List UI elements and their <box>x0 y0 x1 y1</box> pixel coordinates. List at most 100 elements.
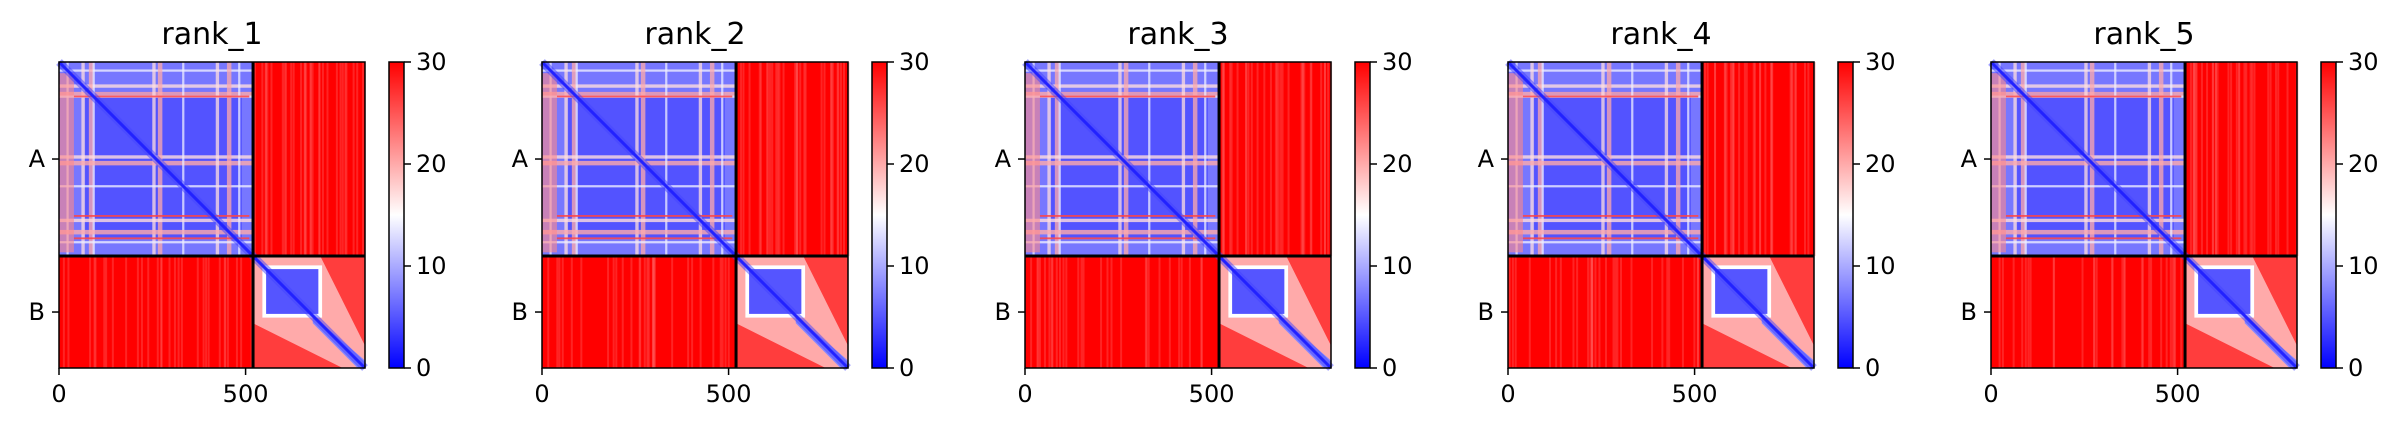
colorbar-tick-label: 20 <box>2348 150 2379 178</box>
off-diag-streak <box>160 256 163 368</box>
off-diag-streak <box>318 62 321 257</box>
off-diag-streak <box>1620 256 1623 368</box>
block-a-row-stripe <box>1991 91 2186 97</box>
off-diag-streak <box>156 256 159 368</box>
block-a-col-stripe <box>238 62 241 257</box>
off-diag-streak <box>2238 62 2241 257</box>
colorbar-tick-label: 30 <box>1865 48 1896 76</box>
panel-title: rank_1 <box>161 17 262 52</box>
colorbar-tick-label: 10 <box>899 252 930 280</box>
off-diag-streak <box>2251 62 2254 257</box>
off-diag-streak <box>345 62 348 257</box>
block-a-red-row <box>1039 237 1216 240</box>
off-diag-streak <box>1200 256 1203 368</box>
block-a-left-band <box>59 73 74 253</box>
block-a-red-row <box>1039 95 1216 98</box>
heat-diagonal-halo <box>56 59 368 371</box>
off-diag-streak <box>180 256 183 368</box>
off-diag-streak <box>1612 256 1615 368</box>
heatmap-frame <box>1990 61 2298 369</box>
block-b-lower-corner <box>1702 323 1792 368</box>
off-diag-streak <box>1630 256 1633 368</box>
colorbar-tick-label: 10 <box>1865 252 1896 280</box>
block-a-row-stripe <box>542 91 737 97</box>
off-diag-streak <box>1745 62 1748 257</box>
off-diag-streak <box>1738 62 1741 257</box>
off-diag-streak <box>1587 256 1590 368</box>
block-a-col-stripe <box>2024 62 2027 257</box>
off-diag-streak <box>202 256 205 368</box>
block-a-col-stripe <box>1675 62 1681 257</box>
block-a-col-stripe <box>571 62 577 257</box>
block-a-col-stripe <box>1181 62 1186 257</box>
off-diag-streak <box>2150 256 2153 368</box>
off-diag-streak <box>103 256 106 368</box>
off-diag-streak <box>837 62 840 257</box>
off-diag-streak <box>2269 62 2272 257</box>
off-diag-streak <box>224 256 227 368</box>
off-diag-streak <box>1301 62 1304 257</box>
colorbar-tick-label: 20 <box>1382 150 1413 178</box>
block-b-lower-corner <box>736 323 826 368</box>
off-diag-streak <box>1794 62 1797 257</box>
block-a-row-stripe <box>542 241 737 244</box>
off-diag-streak <box>218 256 221 368</box>
y-tick-label: B <box>29 298 45 326</box>
off-diag-streak <box>1106 256 1109 368</box>
colorbar-tick-label: 10 <box>416 252 447 280</box>
off-diag-streak <box>321 62 324 257</box>
block-a-col-stripe <box>1054 62 1060 257</box>
block-a-red-row <box>73 95 250 98</box>
off-diag-streak <box>1048 256 1051 368</box>
off-diag-streak <box>303 62 306 257</box>
off-diag-streak <box>2148 256 2151 368</box>
off-diag-streak <box>1723 62 1726 257</box>
block-a-col-stripe <box>1204 62 1207 257</box>
y-tick-label: B <box>512 298 528 326</box>
colorbar-tick-label: 10 <box>1382 252 1413 280</box>
off-diag-streak <box>2192 62 2195 257</box>
off-diag-streak <box>223 256 226 368</box>
off-diag-streak <box>2169 256 2172 368</box>
off-diag-streak <box>2174 256 2177 368</box>
off-diag-streak <box>1236 62 1239 257</box>
off-diag-streak <box>2216 62 2219 257</box>
block-a-left-band <box>1508 73 1523 253</box>
off-diag-streak <box>712 256 715 368</box>
off-diag-streak <box>1791 62 1794 257</box>
off-diag-streak <box>1555 256 1558 368</box>
off-diag-streak <box>1200 256 1203 368</box>
x-tick-label: 500 <box>223 380 269 408</box>
off-diag-streak <box>2227 62 2230 257</box>
off-diag-streak <box>647 256 650 368</box>
heatmap <box>56 59 368 371</box>
off-diag-streak <box>111 256 114 368</box>
off-diag-streak <box>2111 256 2114 368</box>
block-a-row-stripe <box>1991 84 2186 88</box>
off-diag-streak <box>646 256 649 368</box>
y-tick-label: B <box>995 298 1011 326</box>
off-diag-streak <box>1055 256 1058 368</box>
off-diag-streak <box>607 256 610 368</box>
off-diag-streak <box>1591 256 1594 368</box>
off-diag-streak <box>1277 62 1280 257</box>
off-diag-streak <box>831 62 834 257</box>
block-a-red-row <box>556 95 733 98</box>
block-a-red-row <box>1522 215 1699 217</box>
off-diag-streak <box>1790 62 1793 257</box>
off-diag-streak <box>305 62 308 257</box>
colorbar-tick-label: 30 <box>2348 48 2379 76</box>
off-diag-streak <box>1168 256 1171 368</box>
off-diag-streak <box>775 62 778 257</box>
off-diag-streak <box>2160 256 2163 368</box>
off-diag-streak <box>748 62 751 257</box>
off-diag-streak <box>1725 62 1728 257</box>
off-diag-streak <box>699 256 702 368</box>
off-diag-streak <box>1604 256 1607 368</box>
block-a-row-stripe <box>542 218 737 223</box>
off-diag-streak <box>1591 256 1594 368</box>
block-a-red-row <box>2005 237 2182 240</box>
off-diag-streak <box>1276 62 1279 257</box>
colorbar-tick-label: 0 <box>2348 354 2363 382</box>
off-diag-streak <box>1661 256 1664 368</box>
